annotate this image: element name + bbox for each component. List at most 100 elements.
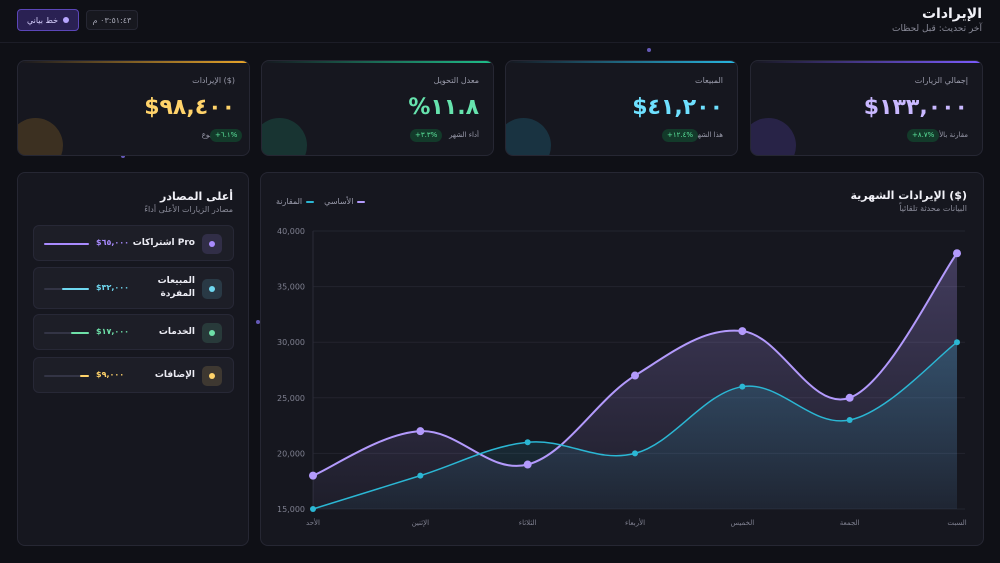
data-point-comparison xyxy=(632,450,638,457)
legend-item-comparison[interactable]: المقارنة xyxy=(276,197,315,206)
kpi-change-badge: +٣.٣% xyxy=(410,129,443,142)
source-bar-fill xyxy=(44,243,89,245)
data-point-comparison xyxy=(954,339,960,346)
kpi-card-conversion[interactable]: معدل التحويل %١١.٨ أداء الشهر +٣.٣% xyxy=(261,60,494,156)
data-point-comparison xyxy=(846,417,853,424)
kpi-accent xyxy=(18,61,249,63)
revenue-chart[interactable]: 15,000 20,000 25,000 30,000 35,000 40,000 الأح… xyxy=(261,173,984,546)
mode-label: خط بياني xyxy=(26,15,59,25)
sources-subtitle: مصادر الزيارات الأعلى أداءً xyxy=(144,205,233,214)
source-bar-fill xyxy=(62,288,89,290)
kpi-glow xyxy=(751,118,796,155)
kpi-accent xyxy=(751,61,982,63)
data-point-primary xyxy=(738,327,747,336)
last-updated: آخر تحديث: قبل لحظات xyxy=(891,24,982,34)
kpi-card-sales[interactable]: المبيعات $٤١,٢٠٠ هذا الشهر +١٢.٤% xyxy=(505,60,738,156)
kpi-label: المبيعات xyxy=(695,76,723,85)
x-tick-label: السبت xyxy=(947,519,966,527)
source-item-addons[interactable]: الإضافات $٩,٠٠٠ xyxy=(33,357,234,393)
source-bar xyxy=(44,288,89,290)
x-tick-label: الثلاثاء xyxy=(519,519,537,527)
legend-label: المقارنة xyxy=(276,197,303,206)
y-tick-label: 40,000 xyxy=(277,227,305,236)
kpi-glow xyxy=(262,118,307,155)
source-dot-icon xyxy=(202,366,222,386)
chart-subtitle: البيانات محدثة تلقائياً xyxy=(899,204,967,213)
kpi-label: معدل التحويل xyxy=(433,76,479,85)
x-tick-label: الإثنين xyxy=(412,519,429,527)
data-point-primary xyxy=(953,249,961,258)
source-value: $٦٥,٠٠٠ xyxy=(96,238,130,247)
kpi-value: $١٣٣,٠٠٠ xyxy=(863,95,968,120)
source-item-single-sales[interactable]: المبيعات المفردة $٣٢,٠٠٠ xyxy=(33,267,234,309)
kpi-glow xyxy=(506,118,551,155)
sparkle-dot xyxy=(256,320,260,324)
kpi-change-badge: +٦.١% xyxy=(210,129,243,142)
chart-legend: المقارنة الأساسي xyxy=(276,197,366,206)
source-value: $٣٢,٠٠٠ xyxy=(96,283,130,292)
source-bar xyxy=(44,243,89,245)
data-point-comparison xyxy=(524,439,531,446)
chart-title: الإيرادات الشهرية ($) xyxy=(850,189,967,202)
kpi-change-badge: +٨.٧% xyxy=(907,129,940,142)
source-bar xyxy=(44,375,89,377)
data-point-comparison xyxy=(310,506,316,512)
x-tick-label: الجمعة xyxy=(840,519,860,527)
y-tick-label: 25,000 xyxy=(277,394,305,403)
source-dot-icon xyxy=(202,234,222,254)
source-value: $٩,٠٠٠ xyxy=(96,370,125,379)
kpi-note: أداء الشهر xyxy=(449,131,479,139)
chart-mode-button[interactable]: خط بياني xyxy=(17,9,79,31)
kpi-card-revenue[interactable]: الإيرادات ($) $٩٨,٤٠٠ هذا الأسبوع +٦.١% xyxy=(17,60,250,156)
kpi-label: إجمالي الزيارات xyxy=(914,76,968,85)
kpi-value: $٩٨,٤٠٠ xyxy=(144,95,235,120)
kpi-value: %١١.٨ xyxy=(408,95,479,120)
kpi-value: $٤١,٢٠٠ xyxy=(632,95,723,120)
kpi-card-visits[interactable]: إجمالي الزيارات $١٣٣,٠٠٠ مقارنة بالأمس +… xyxy=(750,60,983,156)
kpi-note: مقارنة بالأمس xyxy=(926,131,968,139)
series-line-primary xyxy=(312,252,958,477)
source-bar-fill xyxy=(80,375,89,377)
page-title: الإيرادات xyxy=(921,6,982,22)
source-dot-icon xyxy=(202,323,222,343)
mode-dot-icon xyxy=(63,17,70,23)
top-sources-panel: أعلى المصادر مصادر الزيارات الأعلى أداءً… xyxy=(17,172,249,546)
kpi-label: الإيرادات ($) xyxy=(192,76,235,85)
data-point-primary xyxy=(523,460,532,469)
data-point-comparison xyxy=(417,472,424,479)
x-tick-label: الأربعاء xyxy=(625,518,645,527)
source-item-pro[interactable]: اشتراكات Pro $٦٥,٠٠٠ xyxy=(33,225,234,261)
source-bar xyxy=(44,332,89,334)
data-point-primary xyxy=(631,371,639,380)
kpi-accent xyxy=(506,61,737,63)
kpi-change-badge: +١٢.٤% xyxy=(662,129,699,142)
sparkle-dot xyxy=(647,48,651,52)
y-tick-label: 15,000 xyxy=(277,505,305,514)
legend-label: الأساسي xyxy=(324,197,354,206)
legend-swatch xyxy=(306,200,315,203)
x-tick-label: الخميس xyxy=(730,519,754,527)
revenue-chart-panel: الإيرادات الشهرية ($) البيانات محدثة تلق… xyxy=(260,172,984,546)
series-area-comparison xyxy=(313,342,957,509)
kpi-accent xyxy=(262,61,493,63)
sparkle-dot xyxy=(121,154,125,158)
source-item-services[interactable]: الخدمات $١٧,٠٠٠ xyxy=(33,314,234,350)
y-tick-label: 35,000 xyxy=(277,283,305,292)
y-tick-label: 20,000 xyxy=(277,449,305,458)
kpi-glow xyxy=(18,118,63,155)
data-point-comparison xyxy=(739,383,746,390)
clock: ٠٣:٥١:٤٣ م xyxy=(86,10,138,30)
source-value: $١٧,٠٠٠ xyxy=(96,327,130,336)
top-bar: الإيرادات آخر تحديث: قبل لحظات خط بياني … xyxy=(0,0,1000,43)
legend-item-primary[interactable]: الأساسي xyxy=(324,197,366,206)
sources-title: أعلى المصادر xyxy=(160,190,233,203)
source-bar-fill xyxy=(71,332,89,334)
source-dot-icon xyxy=(202,279,222,299)
legend-swatch xyxy=(357,200,366,203)
kpi-note: هذا الشهر xyxy=(694,131,723,139)
data-point-primary xyxy=(309,471,317,480)
source-name: الإضافات xyxy=(154,370,195,380)
source-name: المبيعات المفردة xyxy=(157,276,195,299)
source-name: اشتراكات Pro xyxy=(132,238,195,248)
x-tick-label: الأحد xyxy=(306,518,320,527)
